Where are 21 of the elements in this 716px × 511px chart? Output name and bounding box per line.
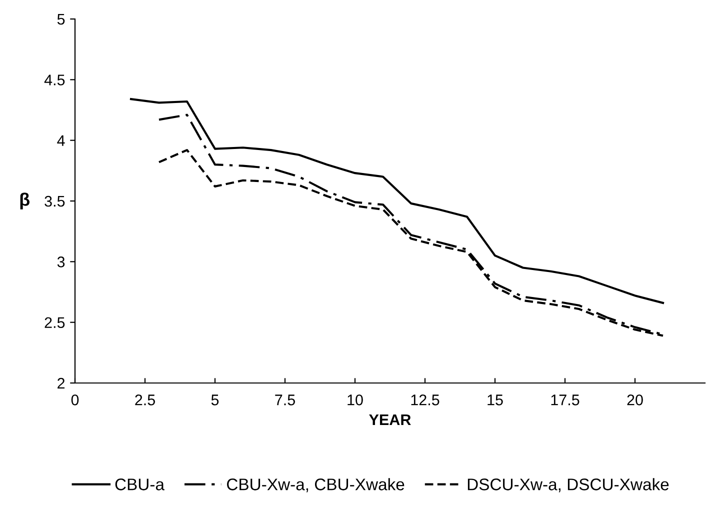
y-tick-label: 2 — [58, 378, 65, 389]
legend-label: CBU-a — [115, 478, 164, 490]
x-tick-label: 0 — [71, 394, 79, 406]
x-axis-title: YEAR — [369, 414, 411, 425]
x-tick-label: 17.5 — [551, 394, 580, 406]
x-tick-label: 20 — [627, 394, 643, 406]
x-tick-label: 12.5 — [411, 394, 440, 406]
x-tick-label: 5 — [211, 394, 219, 406]
x-tick-label: 15 — [488, 394, 503, 406]
y-tick-label: 3.5 — [44, 196, 65, 207]
y-tick-label: 4 — [57, 135, 65, 146]
x-tick-label: 10 — [348, 394, 363, 406]
legend-label: DSCU-Xw-a, DSCU-Xwake — [468, 478, 669, 492]
y-axis-title: β — [20, 192, 30, 210]
x-tick-label: 2.5 — [135, 394, 155, 406]
y-tick-label: 2.5 — [44, 317, 65, 328]
legend-label: CBU-Xw-a, CBU-Xwake — [227, 478, 404, 492]
y-tick-label: 4.5 — [44, 74, 65, 86]
y-tick-label: 3 — [57, 256, 65, 268]
x-tick-label: 7.5 — [275, 394, 295, 406]
y-tick-label: 5 — [57, 14, 65, 25]
